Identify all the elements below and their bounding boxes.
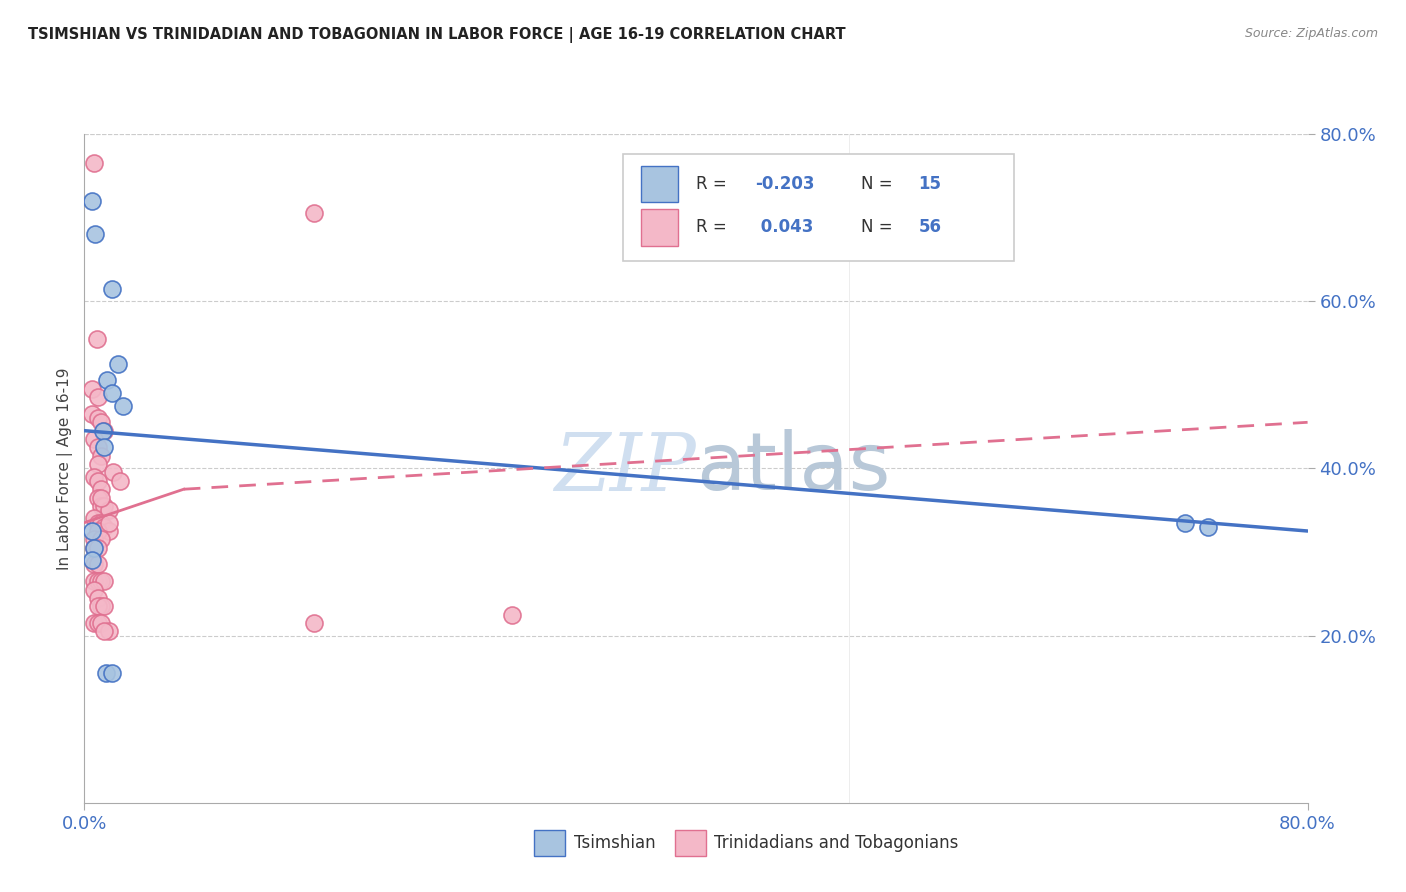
Text: TSIMSHIAN VS TRINIDADIAN AND TOBAGONIAN IN LABOR FORCE | AGE 16-19 CORRELATION C: TSIMSHIAN VS TRINIDADIAN AND TOBAGONIAN … bbox=[28, 27, 846, 43]
Point bbox=[80, 382, 103, 396]
Point bbox=[83, 432, 105, 446]
Point bbox=[302, 206, 325, 220]
Point bbox=[87, 615, 110, 630]
Point bbox=[83, 469, 105, 483]
Point bbox=[502, 607, 524, 622]
Text: N =: N = bbox=[860, 219, 898, 236]
Text: Tsimshian: Tsimshian bbox=[574, 834, 655, 852]
Point bbox=[1174, 516, 1197, 530]
Point bbox=[108, 474, 131, 488]
Point bbox=[80, 194, 103, 208]
FancyBboxPatch shape bbox=[641, 209, 678, 246]
Point bbox=[83, 533, 105, 547]
Point bbox=[83, 541, 105, 555]
Point bbox=[87, 441, 110, 455]
Point bbox=[90, 599, 112, 614]
Point bbox=[87, 474, 110, 488]
Text: 56: 56 bbox=[918, 219, 942, 236]
Text: R =: R = bbox=[696, 219, 733, 236]
Text: N =: N = bbox=[860, 175, 898, 193]
Point bbox=[90, 499, 112, 513]
Point bbox=[101, 386, 124, 401]
Point bbox=[93, 424, 115, 438]
Y-axis label: In Labor Force | Age 16-19: In Labor Force | Age 16-19 bbox=[58, 367, 73, 570]
Point bbox=[101, 666, 124, 681]
Point bbox=[87, 524, 110, 538]
Point bbox=[91, 424, 114, 438]
Point bbox=[87, 558, 110, 572]
FancyBboxPatch shape bbox=[623, 154, 1014, 261]
Point bbox=[87, 574, 110, 589]
Point bbox=[90, 482, 112, 496]
Text: 15: 15 bbox=[918, 175, 942, 193]
Point bbox=[80, 553, 103, 567]
Point bbox=[302, 615, 325, 630]
Text: -0.203: -0.203 bbox=[755, 175, 814, 193]
Point bbox=[93, 599, 115, 614]
Point bbox=[90, 533, 112, 547]
Point bbox=[87, 516, 110, 530]
Point bbox=[90, 516, 112, 530]
Point bbox=[87, 599, 110, 614]
FancyBboxPatch shape bbox=[641, 166, 678, 202]
Point bbox=[87, 411, 110, 425]
Point bbox=[93, 499, 115, 513]
Point bbox=[107, 357, 129, 371]
Point bbox=[93, 441, 115, 455]
Text: Trinidadians and Tobagonians: Trinidadians and Tobagonians bbox=[714, 834, 959, 852]
Text: Source: ZipAtlas.com: Source: ZipAtlas.com bbox=[1244, 27, 1378, 40]
Point bbox=[83, 156, 105, 170]
Point bbox=[87, 390, 110, 404]
Point bbox=[90, 449, 112, 463]
Point bbox=[96, 374, 118, 388]
Point bbox=[90, 574, 112, 589]
Point bbox=[90, 415, 112, 429]
Point bbox=[83, 582, 105, 597]
Point bbox=[80, 407, 103, 421]
Point bbox=[83, 541, 105, 555]
Point bbox=[97, 624, 120, 639]
Text: 0.043: 0.043 bbox=[755, 219, 813, 236]
Point bbox=[87, 591, 110, 605]
Point bbox=[97, 524, 120, 538]
Point bbox=[111, 399, 134, 413]
Text: R =: R = bbox=[696, 175, 733, 193]
Point bbox=[80, 524, 103, 538]
Text: atlas: atlas bbox=[696, 429, 890, 508]
Point bbox=[97, 516, 120, 530]
Point bbox=[93, 624, 115, 639]
Point bbox=[87, 457, 110, 471]
Point bbox=[83, 558, 105, 572]
Point bbox=[93, 520, 115, 534]
Point bbox=[93, 574, 115, 589]
Point bbox=[1197, 520, 1219, 534]
Point bbox=[94, 666, 117, 681]
Point bbox=[97, 503, 120, 517]
Text: ZIP: ZIP bbox=[554, 430, 696, 507]
Point bbox=[87, 491, 110, 505]
Point bbox=[83, 615, 105, 630]
Point bbox=[87, 541, 110, 555]
Point bbox=[86, 332, 108, 346]
Point bbox=[83, 511, 105, 525]
Point bbox=[84, 227, 107, 241]
Point bbox=[83, 574, 105, 589]
Point bbox=[90, 615, 112, 630]
Point bbox=[90, 491, 112, 505]
Point bbox=[101, 281, 124, 295]
Point bbox=[103, 466, 125, 480]
